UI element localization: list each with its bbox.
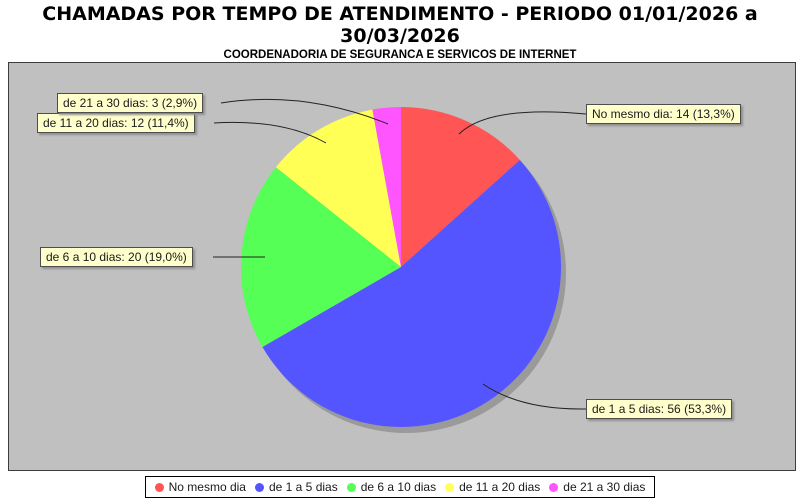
- legend-swatch-icon: [154, 482, 164, 492]
- legend-item-de-6-a-10-dias: de 6 a 10 dias: [346, 480, 437, 494]
- callout-de-11-a-20-dias: de 11 a 20 dias: 12 (11,4%): [37, 113, 195, 133]
- legend-item-no-mesmo-dia: No mesmo dia: [154, 480, 246, 494]
- pie-slice-4: [372, 107, 401, 267]
- legend-swatch-icon: [445, 482, 455, 492]
- legend-label: de 1 a 5 dias: [268, 480, 338, 494]
- connector-no-mesmo-dia: [458, 111, 587, 135]
- legend-label: No mesmo dia: [168, 480, 246, 494]
- pie-slices: [241, 107, 562, 428]
- connector-de-1-a-5-dias: [482, 383, 587, 410]
- legend-swatch-icon: [254, 482, 264, 492]
- callout-de-6-a-10-dias: de 6 a 10 dias: 20 (19,0%): [40, 247, 193, 267]
- legend-item-de-1-a-5-dias: de 1 a 5 dias: [254, 480, 338, 494]
- legend-label: de 21 a 30 dias: [563, 480, 646, 494]
- pie-chart: [213, 98, 587, 433]
- legend-row: No mesmo dia de 1 a 5 dias de 6 a 10 dia…: [0, 476, 800, 498]
- legend-item-de-11-a-20-dias: de 11 a 20 dias: [445, 480, 540, 494]
- legend-item-de-21-a-30-dias: de 21 a 30 dias: [549, 480, 645, 494]
- pie-slice-1: [262, 159, 562, 428]
- connector-de-21-a-30-dias: [220, 98, 389, 125]
- legend-label: de 11 a 20 dias: [459, 480, 541, 494]
- legend-label: de 6 a 10 dias: [360, 480, 437, 494]
- legend-swatch-icon: [346, 482, 356, 492]
- pie-slice-0: [401, 107, 520, 267]
- callout-connectors: [213, 98, 587, 410]
- callout-de-21-a-30-dias: de 21 a 30 dias: 3 (2,9%): [57, 93, 204, 113]
- legend: No mesmo dia de 1 a 5 dias de 6 a 10 dia…: [144, 476, 656, 498]
- chart-subtitle: COORDENADORIA DE SEGURANCA E SERVICOS DE…: [223, 49, 577, 61]
- plot-area: No mesmo dia: 14 (13,3%) de 1 a 5 dias: …: [8, 62, 796, 471]
- connector-de-11-a-20-dias: [213, 121, 327, 144]
- callout-de-1-a-5-dias: de 1 a 5 dias: 56 (53,3%): [586, 399, 733, 419]
- pie-slice-2: [241, 167, 401, 347]
- chart-title: CHAMADAS POR TEMPO DE ATENDIMENTO - PERI…: [42, 3, 758, 47]
- callout-no-mesmo-dia: No mesmo dia: 14 (13,3%): [586, 104, 741, 124]
- legend-swatch-icon: [549, 482, 559, 492]
- pie-slice-3: [275, 109, 401, 267]
